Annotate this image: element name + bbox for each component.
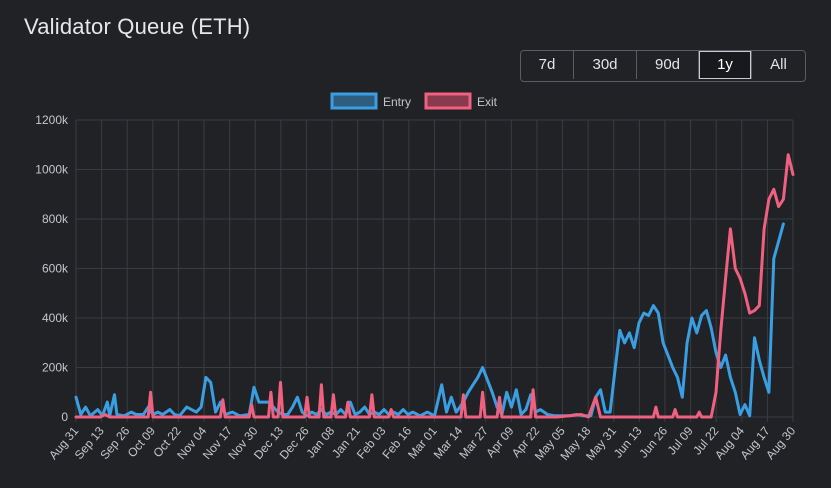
y-tick-label: 0 bbox=[61, 410, 68, 424]
range-30d-button[interactable]: 30d bbox=[574, 51, 637, 79]
x-tick-label: Jun 26 bbox=[636, 424, 670, 461]
range-1y-button[interactable]: 1y bbox=[699, 51, 752, 79]
time-range-selector: 7d 30d 90d 1y All bbox=[520, 50, 806, 82]
grid bbox=[75, 119, 794, 422]
range-90d-button[interactable]: 90d bbox=[637, 51, 699, 79]
y-tick-label: 1200k bbox=[35, 113, 69, 127]
y-tick-label: 1000k bbox=[35, 163, 69, 177]
range-7d-button[interactable]: 7d bbox=[521, 51, 574, 79]
range-all-button[interactable]: All bbox=[752, 51, 805, 79]
series-line-entry bbox=[74, 222, 785, 418]
y-tick-label: 800k bbox=[42, 212, 69, 226]
legend: Entry Exit bbox=[330, 92, 498, 110]
chart-title: Validator Queue (ETH) bbox=[24, 14, 251, 39]
y-axis: 0 200k 400k 600k 800k 1000k 1200k bbox=[35, 113, 69, 424]
legend-item-exit[interactable]: Exit bbox=[424, 92, 498, 110]
y-tick-label: 600k bbox=[42, 262, 69, 276]
legend-label-entry: Entry bbox=[383, 95, 411, 109]
y-tick-label: 200k bbox=[42, 361, 69, 375]
legend-swatch-exit bbox=[424, 92, 472, 110]
y-tick-label: 400k bbox=[42, 311, 69, 325]
legend-swatch-entry bbox=[330, 92, 378, 110]
series-lines bbox=[74, 153, 795, 419]
legend-label-exit: Exit bbox=[477, 95, 498, 109]
legend-item-entry[interactable]: Entry bbox=[330, 92, 411, 110]
x-tick-label: Jul 09 bbox=[665, 424, 697, 458]
x-tick-label: Mar 27 bbox=[456, 424, 491, 462]
series-line-exit bbox=[74, 153, 795, 419]
